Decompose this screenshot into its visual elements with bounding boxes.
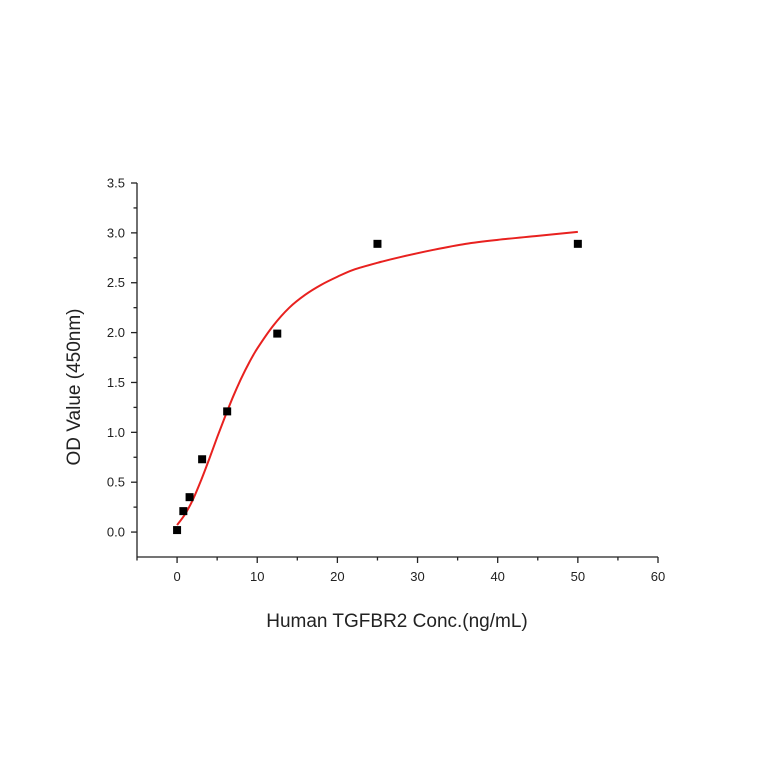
data-point [179, 507, 188, 516]
data-point [173, 526, 182, 535]
x-tick-label: 10 [250, 569, 264, 584]
data-point [223, 407, 232, 416]
x-tick-label: 50 [571, 569, 585, 584]
x-axis-title: Human TGFBR2 Conc.(ng/mL) [266, 611, 528, 632]
data-point [185, 493, 194, 502]
data-point [373, 239, 382, 248]
data-point [198, 455, 207, 464]
data-point [273, 329, 282, 338]
x-tick-label: 40 [490, 569, 504, 584]
x-tick-label: 0 [173, 569, 180, 584]
x-tick-label: 30 [410, 569, 424, 584]
y-tick-label: 1.0 [107, 425, 125, 440]
y-axis-title: OD Value (450nm) [64, 309, 85, 466]
x-axis: 0 10 20 30 40 50 60 [136, 556, 665, 584]
data-point [573, 239, 582, 248]
y-axis: 0.0 0.5 1.0 1.5 2.0 2.5 3.0 3.5 [107, 176, 138, 557]
plot-area [173, 230, 582, 535]
fit-curve [176, 230, 578, 526]
y-tick-label: 1.5 [107, 375, 125, 390]
y-tick-label: 2.0 [107, 325, 125, 340]
y-tick-label: 3.0 [107, 225, 125, 240]
y-tick-label: 0.5 [107, 475, 125, 490]
y-tick-label: 2.5 [107, 275, 125, 290]
x-tick-label: 60 [651, 569, 665, 584]
y-tick-label: 0.0 [107, 525, 125, 540]
y-tick-label: 3.5 [107, 176, 125, 191]
x-tick-label: 20 [330, 569, 344, 584]
